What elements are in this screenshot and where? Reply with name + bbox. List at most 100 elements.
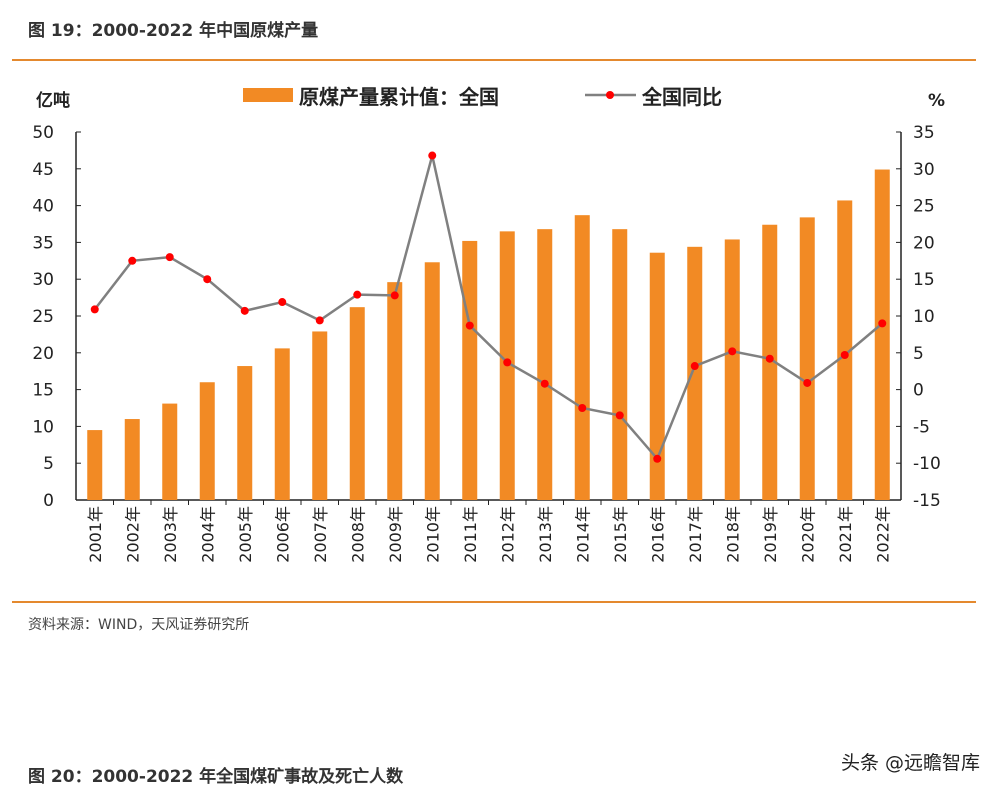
x-tick-label: 2015年 [611,506,630,563]
bar-2013年 [537,229,553,501]
right-tick-label: -5 [913,417,930,437]
bar-2002年 [124,419,140,500]
right-tick-label: 25 [913,197,935,217]
yoy-point-2022年 [878,319,887,328]
bar-2001年 [87,430,103,500]
right-tick-label: 15 [913,270,935,290]
x-tick-label: 2011年 [461,506,480,563]
x-tick-label: 2012年 [498,506,517,563]
x-tick-label: 2016年 [648,506,667,563]
x-tick-label: 2004年 [198,506,217,563]
x-tick-label: 2018年 [723,506,742,563]
right-tick-label: 10 [913,307,935,327]
yoy-line [93,155,884,462]
legend-bar-swatch [243,88,293,102]
x-tick-label: 2017年 [686,506,705,563]
x-tick-label: 2021年 [836,506,855,563]
left-tick-label: 40 [32,197,54,217]
bar-2008年 [349,307,365,500]
bar-2018年 [724,239,740,500]
right-tick-label: 20 [913,233,935,253]
yoy-point-2007年 [315,316,324,325]
legend-line-marker [606,91,614,99]
left-tick-label: 5 [43,454,54,474]
bar-2021年 [837,200,853,500]
x-tick-label: 2007年 [311,506,330,563]
top-divider [12,59,976,61]
left-tick-label: 45 [32,160,54,180]
yoy-point-2011年 [465,321,474,330]
left-tick-label: 25 [32,307,54,327]
yoy-point-2004年 [203,275,212,284]
yoy-point-2019年 [765,354,774,363]
x-tick-label: 2002年 [123,506,142,563]
x-tick-label: 2006年 [273,506,292,563]
bar-2005年 [237,366,253,500]
left-tick-label: 0 [43,491,54,511]
yoy-point-2002年 [128,256,137,265]
next-figure-title: 图 20：2000-2022 年全国煤矿事故及死亡人数 [28,767,404,787]
bottom-divider [12,601,976,603]
chart: 原煤产量累计值：全国 全国同比 亿吨 % 0 5 10 15 20 25 30 35 40 45 5… [32,85,945,563]
right-tick-label: 0 [913,381,924,401]
legend-line-label: 全国同比 [641,85,722,109]
bar-2003年 [162,403,178,500]
x-tick-label: 2019年 [761,506,780,563]
x-tick-label: 2005年 [236,506,255,563]
yoy-point-2017年 [690,362,699,371]
yoy-point-2006年 [278,298,287,307]
left-tick-label: 15 [32,381,54,401]
right-tick-label: -15 [913,491,941,511]
x-tick-label: 2003年 [161,506,180,563]
x-tick-label: 2014年 [573,506,592,563]
bar-2015年 [612,229,628,501]
x-tick-label: 2022年 [873,506,892,563]
bar-2004年 [199,382,215,500]
source-note: 资料来源：WIND，天风证券研究所 [28,617,250,633]
right-tick-label: -10 [913,454,941,474]
figure-title: 图 19：2000-2022 年中国原煤产量 [28,21,319,41]
left-tick-label: 20 [32,344,54,364]
yoy-point-2001年 [90,305,99,314]
x-tick-label: 2020年 [798,506,817,563]
bar-2006年 [274,348,290,500]
yoy-point-2020年 [803,378,812,387]
yoy-point-2015年 [615,411,624,420]
x-tick-label: 2009年 [386,506,405,563]
yoy-point-2018年 [728,347,737,356]
bar-2014年 [574,215,590,500]
yoy-point-2021年 [840,351,849,360]
legend-bar-label: 原煤产量累计值：全国 [299,85,499,109]
left-tick-label: 10 [32,417,54,437]
bar-2022年 [874,169,890,500]
x-tick-label: 2013年 [536,506,555,563]
right-tick-label: 30 [913,160,935,180]
x-tick-label: 2010年 [423,506,442,563]
right-axis-label: % [928,91,945,111]
yoy-point-2005年 [240,306,249,315]
left-tick-label: 35 [32,233,54,253]
bar-2017年 [687,246,703,500]
bar-2010年 [424,262,440,500]
x-tick-label: 2008年 [348,506,367,563]
legend: 原煤产量累计值：全国 全国同比 [243,85,722,109]
yoy-point-2013年 [540,379,549,388]
yoy-point-2014年 [578,404,587,412]
bar-2011年 [462,240,478,501]
right-tick-label: 5 [913,344,924,364]
bar-2007年 [312,331,328,500]
bar-2016年 [649,252,665,500]
yoy-point-2003年 [165,253,174,262]
yoy-point-2016年 [653,454,662,463]
bar-2009年 [387,282,403,500]
watermark: 头条 @远瞻智库 [840,752,980,774]
yoy-point-2009年 [390,291,399,300]
left-axis-label: 亿吨 [36,90,70,111]
yoy-point-2010年 [428,151,437,160]
bar-2020年 [799,217,815,500]
x-tick-label: 2001年 [86,506,105,563]
yoy-point-2008年 [353,290,362,299]
yoy-point-2012年 [503,358,512,367]
right-tick-label: 35 [913,123,935,143]
